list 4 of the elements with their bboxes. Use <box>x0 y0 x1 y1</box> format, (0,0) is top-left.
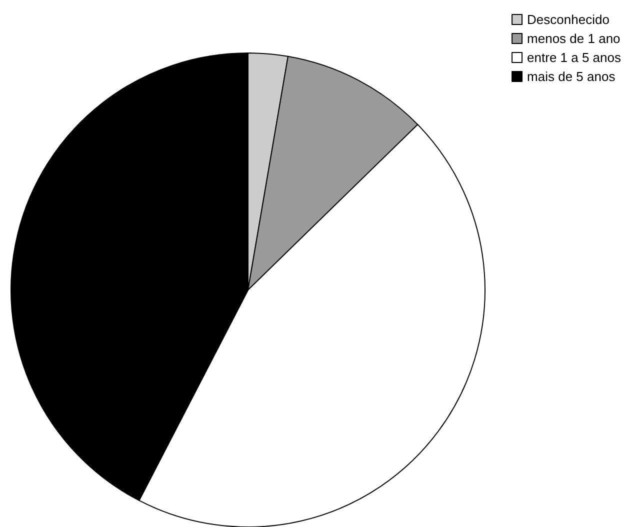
legend-label: mais de 5 anos <box>527 69 616 84</box>
legend-label: Desconhecido <box>527 12 610 27</box>
legend-label: menos de 1 ano <box>527 31 620 46</box>
legend-label: entre 1 a 5 anos <box>527 50 622 65</box>
